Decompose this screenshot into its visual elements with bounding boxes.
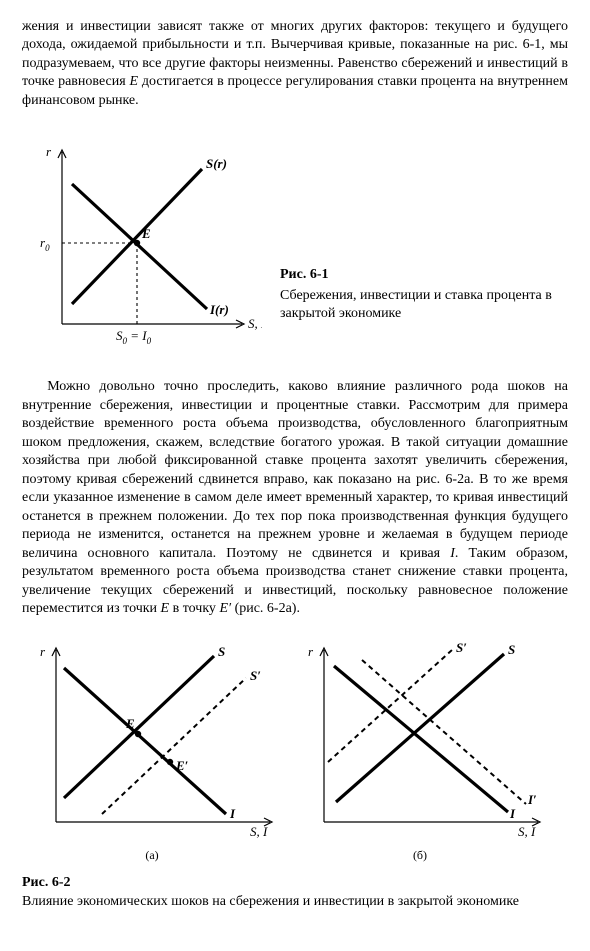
fig61-label-S0I0: S0 = I0 bbox=[116, 328, 152, 346]
fig62a-label-I: I bbox=[229, 806, 236, 821]
fig62a-label-Ep: E′ bbox=[175, 758, 189, 773]
fig62b-label-r: r bbox=[308, 644, 314, 659]
fig62b-label-Sp: S′ bbox=[456, 640, 467, 655]
p2-E: E bbox=[161, 601, 170, 616]
figure-6-1-chart: r r0 S(r) I(r) E S, I S0 = I0 bbox=[22, 134, 262, 354]
figure-6-2-panel-b: r S S′ I I′ S, I (б) bbox=[290, 636, 550, 864]
fig62b-label-S: S bbox=[508, 642, 515, 657]
figure-6-2-panels: r S S′ I E E′ S, I (а) r S S′ bbox=[22, 636, 568, 864]
fig61-label-S: S(r) bbox=[206, 156, 227, 171]
figure-6-2-panel-a: r S S′ I E E′ S, I (а) bbox=[22, 636, 282, 864]
fig61-caption-text: Сбережения, инвестиции и ставка процента… bbox=[280, 287, 568, 325]
fig61-label-E: E bbox=[141, 226, 151, 241]
paragraph-2: Можно довольно точно проследить, каково … bbox=[22, 378, 568, 618]
p1-E: E bbox=[129, 74, 138, 89]
fig62b-label-I: I bbox=[509, 806, 516, 821]
fig62a-label-r: r bbox=[40, 644, 46, 659]
fig61-label-xaxis: S, I bbox=[248, 316, 262, 331]
fig62-caption-text: Влияние экономических шоков на сбережени… bbox=[22, 893, 568, 911]
fig62-title: Рис. 6-2 bbox=[22, 874, 568, 892]
p2-text-a: Можно довольно точно проследить, каково … bbox=[22, 379, 568, 560]
p2-Ep: E′ bbox=[219, 601, 231, 616]
fig61-label-I: I(r) bbox=[209, 302, 229, 317]
figure-6-1-row: r r0 S(r) I(r) E S, I S0 = I0 Рис. 6-1 С… bbox=[22, 134, 568, 354]
fig62b-label-xaxis: S, I bbox=[518, 824, 536, 839]
fig61-title: Рис. 6-1 bbox=[280, 266, 568, 285]
fig62a-label-E: E bbox=[125, 716, 135, 731]
fig62a-label-Sp: S′ bbox=[250, 668, 261, 683]
paragraph-1: жения и инвестиции зависят также от мног… bbox=[22, 18, 568, 110]
fig62a-label-S: S bbox=[218, 644, 225, 659]
fig61-label-r: r bbox=[46, 144, 52, 159]
fig62b-letter: (б) bbox=[290, 848, 550, 864]
p2-text-d: (рис. 6-2а). bbox=[231, 601, 300, 616]
fig62a-label-xaxis: S, I bbox=[250, 824, 268, 839]
fig62b-label-Ip: I′ bbox=[527, 792, 537, 807]
p2-text-c: в точку bbox=[169, 601, 219, 616]
figure-6-2-caption: Рис. 6-2 Влияние экономических шоков на … bbox=[22, 874, 568, 911]
fig61-label-r0: r0 bbox=[40, 235, 50, 253]
fig62a-letter: (а) bbox=[22, 848, 282, 864]
figure-6-1-caption: Рис. 6-1 Сбережения, инвестиции и ставка… bbox=[280, 266, 568, 355]
